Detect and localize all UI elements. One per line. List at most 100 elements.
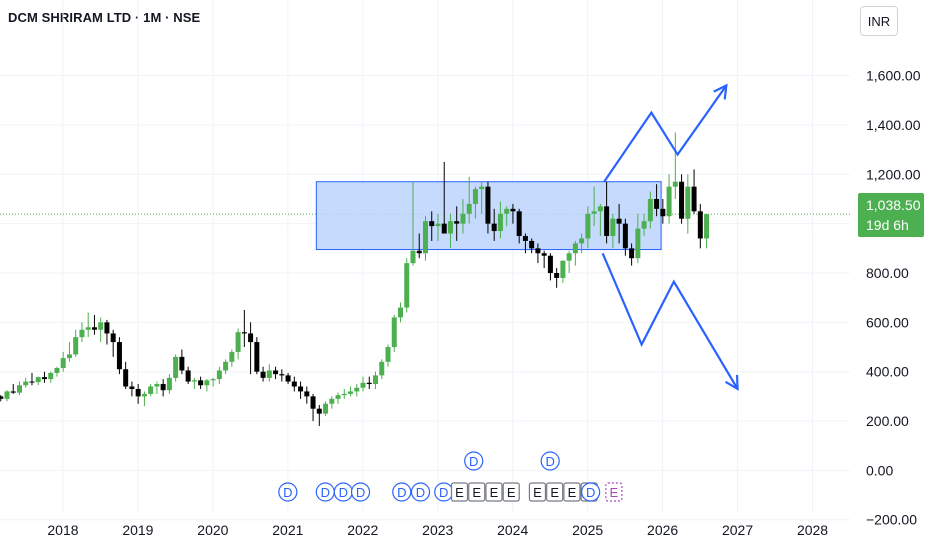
event-markers[interactable]: DDDDDDDEEEEEEEEDEDD (278, 451, 623, 502)
currency-button[interactable]: INR (860, 6, 898, 36)
candle[interactable] (323, 401, 329, 417)
candle[interactable] (123, 361, 129, 389)
candle[interactable] (610, 213, 616, 249)
candle[interactable] (235, 328, 241, 360)
candle[interactable] (185, 366, 191, 385)
candle[interactable] (504, 206, 510, 227)
candle[interactable] (491, 208, 497, 241)
candle[interactable] (198, 376, 204, 389)
candle[interactable] (360, 376, 366, 392)
candle[interactable] (179, 349, 185, 375)
candle[interactable] (135, 384, 141, 404)
candle[interactable] (223, 359, 229, 375)
candle[interactable] (73, 329, 79, 357)
earnings-marker[interactable]: E (485, 482, 503, 502)
earnings-marker[interactable]: E (605, 482, 623, 502)
candle[interactable] (85, 312, 91, 338)
candle[interactable] (566, 250, 572, 273)
candle[interactable] (616, 203, 622, 244)
candle[interactable] (316, 404, 322, 426)
projection-up-arrow[interactable] (603, 84, 728, 183)
candle[interactable] (604, 181, 610, 244)
candle[interactable] (304, 386, 310, 404)
candle[interactable] (635, 213, 641, 264)
candle[interactable] (373, 371, 379, 389)
dividend-marker[interactable]: D (434, 482, 454, 502)
earnings-marker[interactable]: E (563, 482, 581, 502)
candle[interactable] (485, 181, 491, 234)
candle[interactable] (41, 371, 47, 383)
candle[interactable] (16, 381, 22, 396)
candle[interactable] (541, 250, 547, 269)
candle[interactable] (435, 213, 441, 241)
candle[interactable] (35, 376, 41, 386)
candle[interactable] (666, 174, 672, 224)
candle[interactable] (141, 391, 147, 407)
candle[interactable] (547, 253, 553, 281)
candle[interactable] (460, 198, 466, 234)
symbol-title[interactable]: DCM SHRIRAM LTD · 1M · NSE (8, 10, 201, 25)
candle[interactable] (98, 317, 104, 343)
earnings-marker[interactable]: E (502, 482, 520, 502)
projection-down-arrow[interactable] (601, 252, 739, 390)
candle[interactable] (216, 366, 222, 385)
candle[interactable] (404, 258, 410, 313)
candle[interactable] (629, 243, 635, 266)
candle[interactable] (560, 260, 566, 283)
candle[interactable] (497, 201, 503, 239)
candle[interactable] (672, 132, 678, 199)
candle[interactable] (410, 181, 416, 266)
candle[interactable] (472, 186, 478, 219)
candle[interactable] (91, 314, 97, 335)
candle[interactable] (447, 213, 453, 249)
candle[interactable] (579, 233, 585, 254)
candle[interactable] (697, 203, 703, 249)
candle[interactable] (248, 322, 254, 375)
dividend-marker[interactable]: D (464, 451, 484, 471)
earnings-marker[interactable]: E (546, 482, 564, 502)
time-axis[interactable]: 2018 2019 2020 2021 2022 2023 2024 2025 2026 2027… (47, 522, 828, 538)
candle[interactable] (341, 388, 347, 399)
earnings-marker[interactable]: E (528, 482, 547, 502)
candle[interactable] (160, 379, 166, 397)
dividend-marker[interactable]: D (350, 482, 371, 502)
candle[interactable] (441, 161, 447, 234)
dividend-marker[interactable]: D (315, 482, 335, 502)
candles[interactable] (0, 132, 710, 426)
candle[interactable] (429, 211, 435, 241)
candle[interactable] (166, 374, 172, 394)
candle[interactable] (535, 243, 541, 264)
candle[interactable] (285, 372, 291, 385)
dividend-marker[interactable]: D (278, 482, 298, 502)
candle[interactable] (660, 198, 666, 224)
candle[interactable] (366, 376, 372, 389)
candle[interactable] (310, 393, 316, 422)
candle[interactable] (529, 238, 535, 254)
candle[interactable] (516, 208, 522, 244)
candle[interactable] (647, 191, 653, 229)
candle[interactable] (466, 176, 472, 224)
candle[interactable] (23, 377, 29, 388)
candle[interactable] (685, 174, 691, 234)
candle[interactable] (329, 396, 335, 409)
candle[interactable] (48, 371, 54, 383)
candle[interactable] (679, 174, 685, 224)
candle[interactable] (148, 384, 154, 397)
candle[interactable] (260, 366, 266, 382)
candle[interactable] (654, 184, 660, 217)
dividend-marker[interactable]: D (392, 482, 412, 502)
price-axis[interactable]: −200.00 0.00 200.00 400.00 600.00 800.00 1,200… (866, 68, 921, 528)
earnings-marker[interactable]: E (450, 482, 469, 502)
candle[interactable] (622, 218, 628, 256)
candle[interactable] (291, 376, 297, 392)
candle[interactable] (273, 366, 279, 380)
candle[interactable] (479, 181, 485, 214)
candle[interactable] (79, 322, 85, 343)
candle[interactable] (554, 268, 560, 288)
candle[interactable] (241, 310, 247, 348)
candle[interactable] (585, 206, 591, 249)
candle[interactable] (510, 203, 516, 224)
candle[interactable] (29, 372, 35, 386)
candle[interactable] (54, 366, 60, 377)
